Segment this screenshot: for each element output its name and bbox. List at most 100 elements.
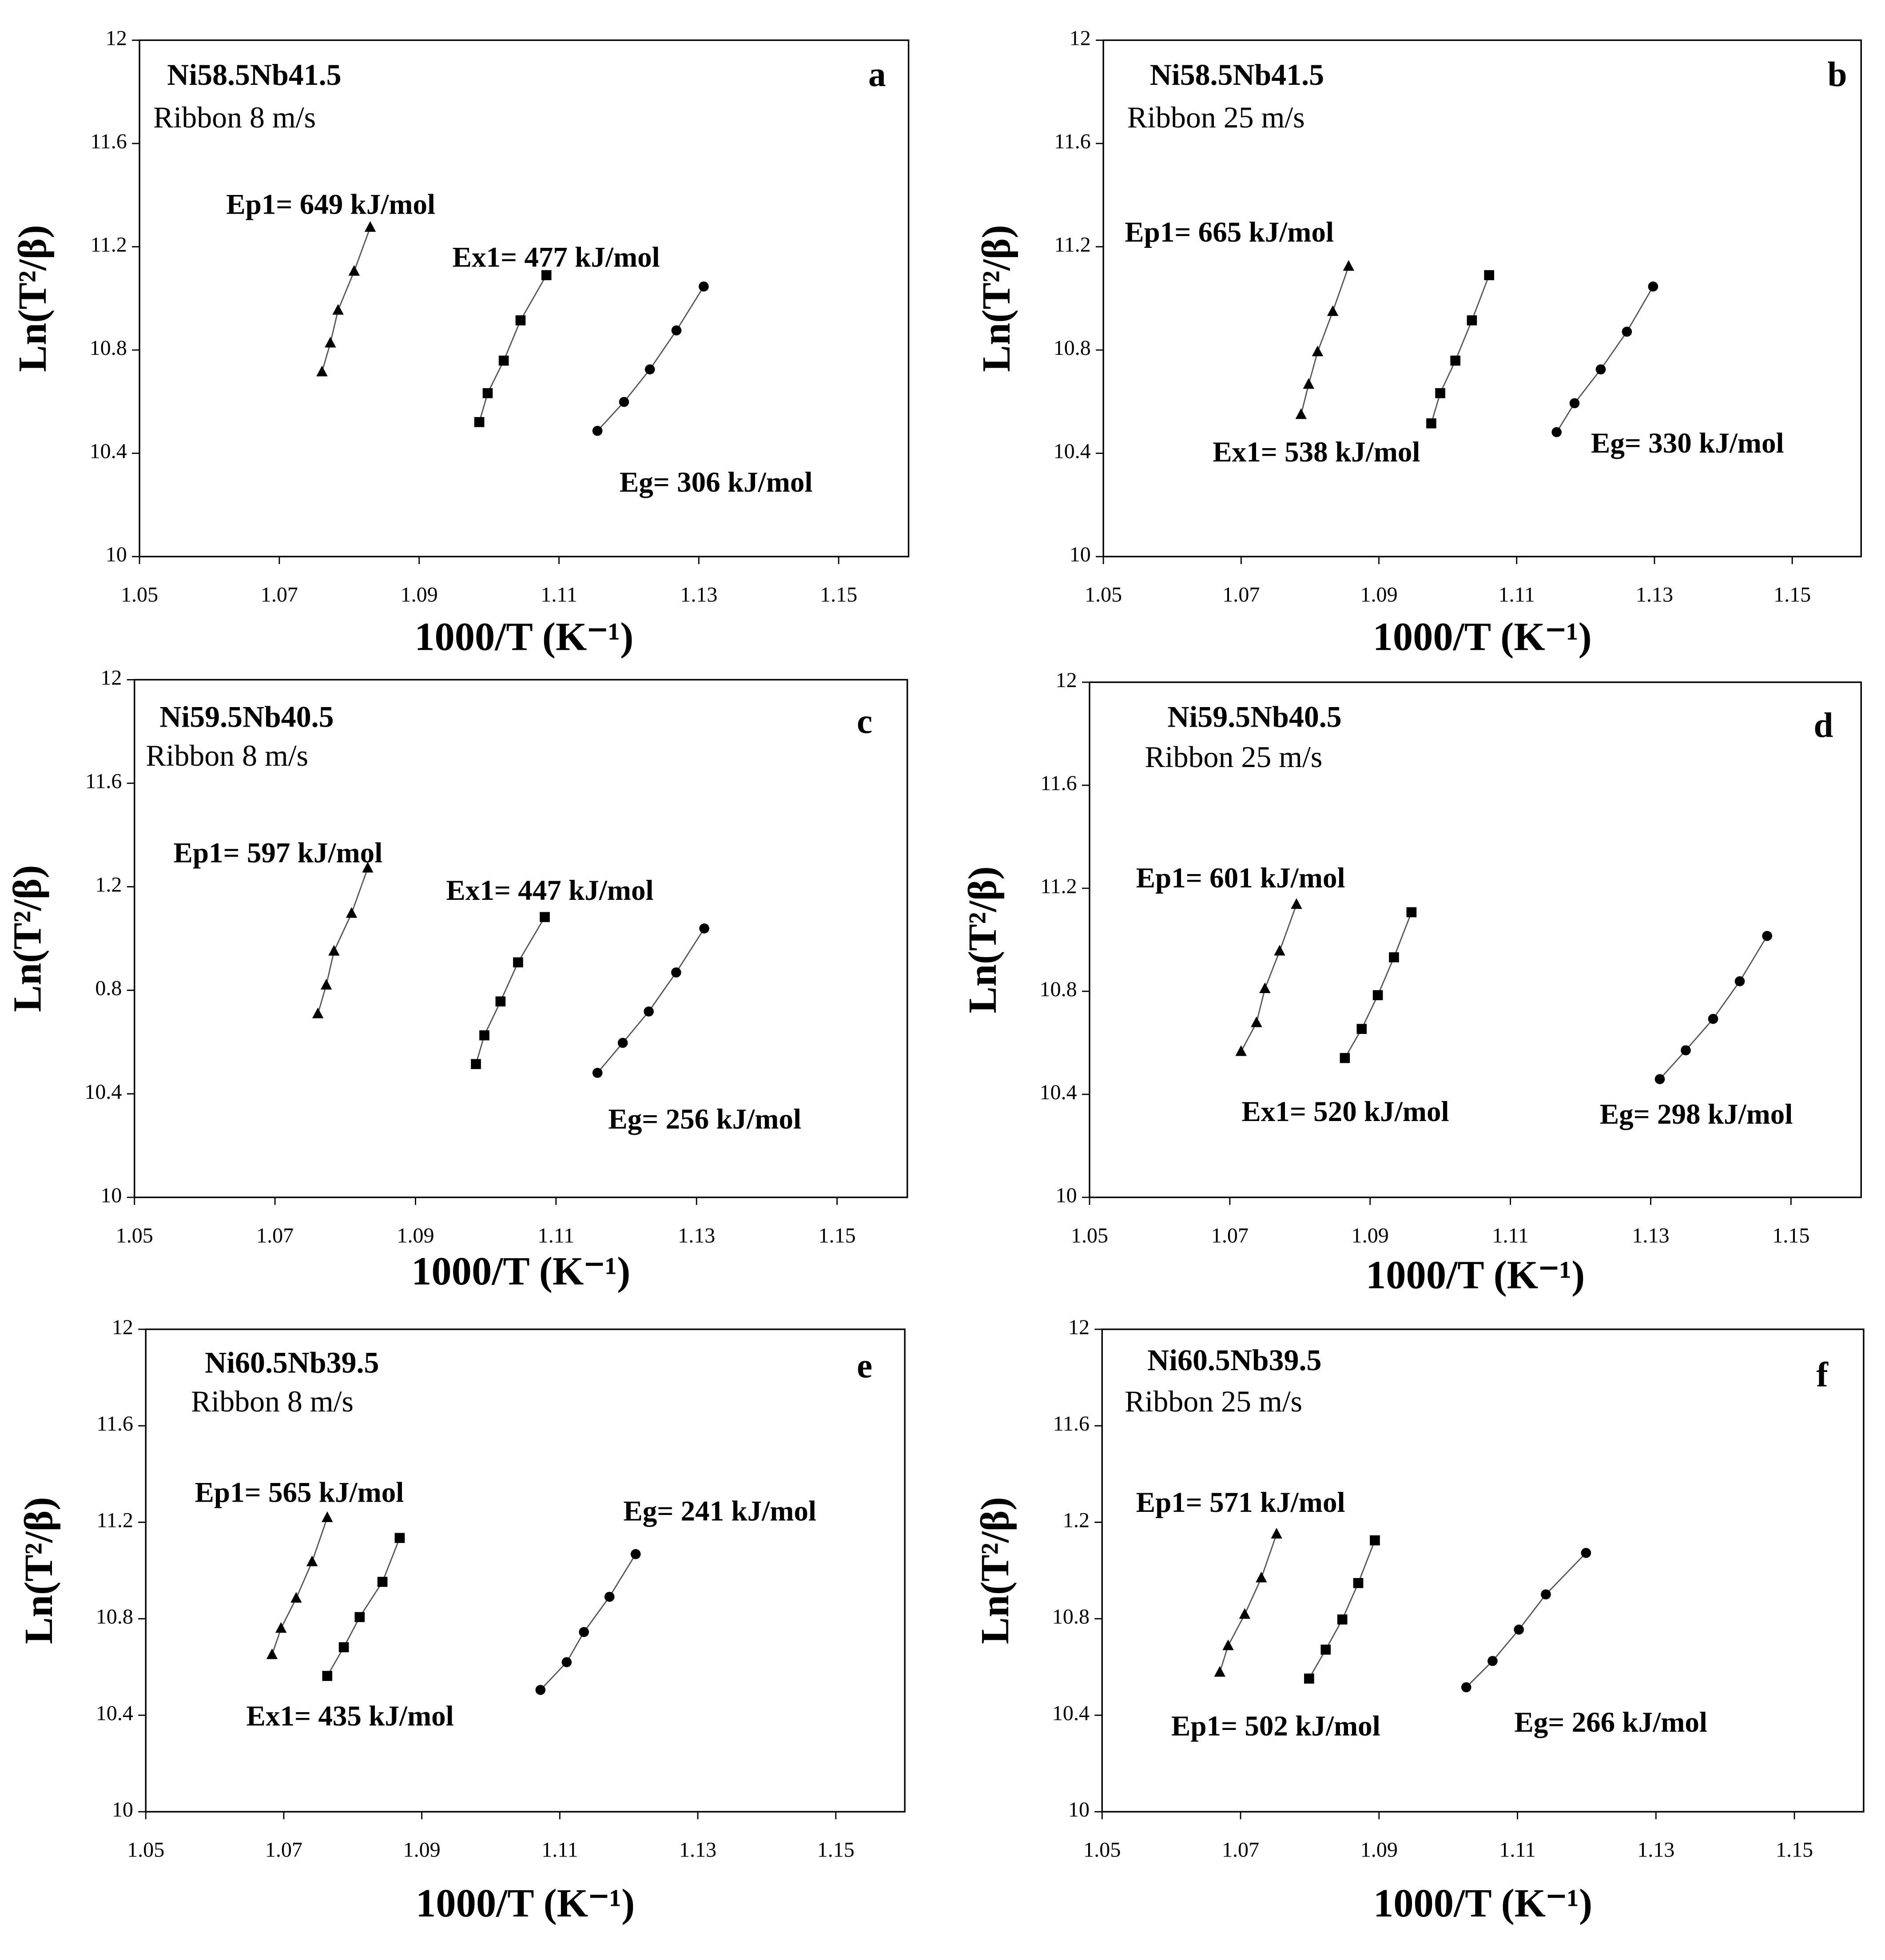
y-tick-label: 10.4 [90,440,127,463]
x-axis-label: 1000/T (K⁻¹) [416,1880,635,1925]
marker-square [513,957,523,968]
annotation: Ex1= 435 kJ/mol [247,1700,454,1732]
x-tick-label: 1.05 [1083,1838,1121,1862]
x-tick-label: 1.13 [680,583,717,607]
x-tick-label: 1.11 [1499,1838,1535,1862]
y-tick-label: 11.6 [1054,130,1090,153]
annotation: Ep1= 502 kJ/mol [1171,1710,1380,1742]
fit-line [478,274,547,422]
marker-triangle [1259,982,1271,994]
marker-square [1426,418,1436,429]
marker-circle [671,967,681,978]
marker-triangle [1271,1527,1282,1539]
marker-square [1389,952,1399,962]
marker-square [338,1642,349,1653]
y-tick-label: 11.6 [97,1412,133,1435]
x-tick-label: 1.15 [819,1224,856,1247]
y-tick-label: 10.4 [96,1702,133,1725]
annotation: Eg= 306 kJ/mol [620,466,813,498]
y-tick-label: 11.6 [85,770,122,793]
x-tick-label: 1.11 [538,1224,574,1247]
panel-title: Ni59.5Nb40.5 [159,700,334,734]
marker-triangle [312,1007,324,1018]
marker-circle [1708,1014,1718,1024]
y-tick-label: 11.2 [1040,875,1077,898]
plot-frame [1101,1328,1865,1813]
annotation: Ex1= 477 kJ/mol [453,242,660,274]
marker-square [479,1030,489,1041]
x-tick-label: 1.15 [820,583,857,607]
y-tick-label: 10.4 [1040,1081,1077,1104]
annotation: Ep1= 649 kJ/mol [226,189,435,221]
marker-triangle [1239,1608,1251,1619]
marker-triangle [1312,346,1324,357]
plot-frame [139,39,910,557]
fit-line [1308,1540,1376,1679]
y-axis-label: Ln(T²/β) [974,225,1018,372]
marker-triangle [1295,408,1307,419]
y-tick-label: 10.8 [1054,336,1091,360]
y-tick-label: 1.2 [1063,1508,1090,1532]
marker-square [541,270,552,280]
marker-square [1353,1578,1364,1588]
x-tick-label: 1.07 [1211,1224,1249,1247]
marker-circle [699,281,709,292]
y-tick-label: 12 [1068,1316,1090,1339]
annotation: Ep1= 601 kJ/mol [1136,862,1345,894]
marker-circle [671,325,682,336]
marker-circle [617,1038,628,1048]
x-tick-label: 1.11 [1499,583,1535,607]
panel-subtitle: Ribbon 8 m/s [153,101,316,134]
fit-line [1344,912,1412,1058]
x-tick-label: 1.05 [1071,1224,1108,1247]
annotation: Eg= 241 kJ/mol [623,1495,816,1527]
marker-triangle [1256,1571,1267,1582]
x-tick-label: 1.05 [127,1838,164,1862]
plot-frame [145,1328,906,1813]
x-tick-label: 1.05 [121,583,158,607]
marker-triangle [275,1622,287,1633]
y-axis-label: Ln(T²/β) [960,866,1005,1013]
y-tick-label: 12 [1056,668,1077,692]
x-tick-label: 1.05 [116,1224,153,1247]
marker-triangle [348,265,360,276]
annotation: Ep1= 597 kJ/mol [173,837,382,869]
marker-circle [1654,1074,1665,1085]
annotation: Ex1= 447 kJ/mol [446,875,653,906]
y-tick-label: 11.2 [97,1508,133,1532]
marker-square [1337,1614,1348,1625]
marker-square [474,417,485,427]
annotation: Ex1= 520 kJ/mol [1241,1096,1449,1128]
annotation: Eg= 330 kJ/mol [1591,427,1784,459]
marker-triangle [1343,260,1355,271]
fit-line [1300,266,1349,415]
panel-letter: d [1813,706,1833,745]
y-tick-label: 1.2 [95,873,122,897]
x-axis-label: 1000/T (K⁻¹) [1366,1252,1585,1297]
marker-square [322,1671,333,1681]
marker-triangle [290,1592,302,1603]
marker-triangle [1327,305,1339,316]
fit-line [321,227,371,372]
marker-square [1304,1674,1314,1684]
y-tick-label: 11.2 [90,233,127,257]
y-tick-label: 12 [1070,27,1091,50]
marker-square [1406,907,1417,918]
x-tick-label: 1.15 [1774,583,1811,607]
fit-line [1556,286,1654,433]
y-tick-label: 11.6 [90,130,127,153]
fit-line [1431,275,1490,424]
panel: 10 10.4 10.8 11.2 11.6 12 1.05 1.07 1.09 1.11 1.13… [960,668,1862,1297]
marker-circle [1541,1589,1551,1600]
marker-triangle [1303,378,1315,389]
marker-circle [1622,326,1632,337]
x-tick-label: 1.09 [397,1224,434,1247]
marker-circle [1487,1656,1498,1666]
x-axis-label: 1000/T (K⁻¹) [414,614,633,659]
panel-title: Ni60.5Nb39.5 [205,1346,379,1380]
marker-triangle [306,1555,318,1566]
panel-letter: e [857,1347,872,1386]
marker-triangle [362,862,374,873]
marker-circle [644,364,655,375]
x-tick-label: 1.07 [1222,583,1260,607]
